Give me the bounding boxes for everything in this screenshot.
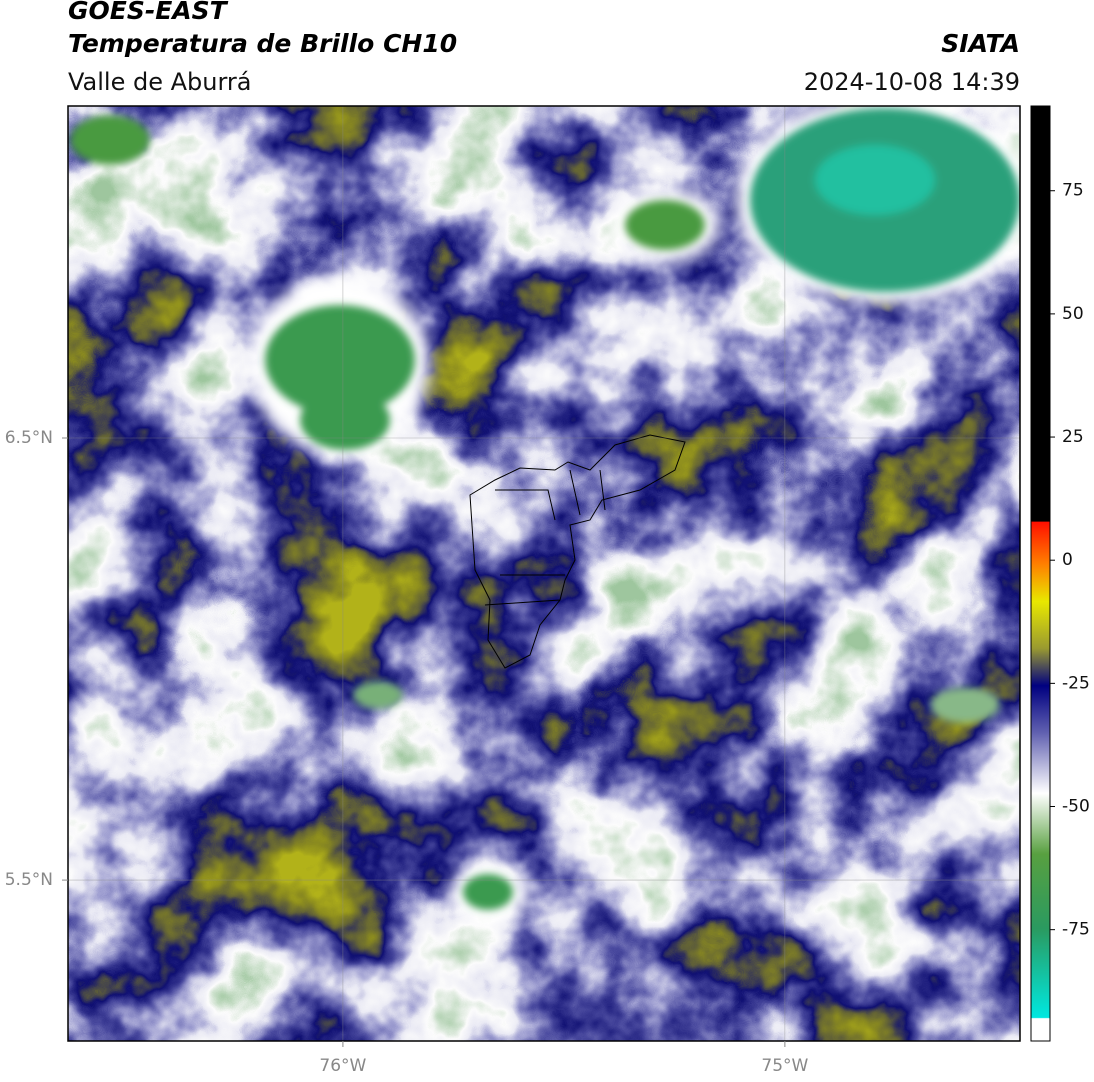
colorbar-tick-label: -50 (1062, 797, 1090, 817)
source: SIATA (941, 29, 1020, 58)
y-tick-label: 5.5°N (5, 870, 53, 890)
colorbar-tick-label: -75 (1062, 920, 1090, 940)
region: Valle de Aburrá (68, 68, 252, 96)
colorbar-tick-label: 25 (1062, 427, 1084, 447)
grid (68, 106, 1020, 1041)
valley-outline (469, 434, 686, 669)
colorbar-tick-label: -25 (1062, 673, 1090, 693)
colorbar (1030, 105, 1051, 1042)
colorbar-tick-label: 0 (1062, 550, 1073, 570)
x-tick-label: 76°W (319, 1056, 366, 1076)
map-frame (67, 105, 1021, 1042)
datetime: 2024-10-08 14:39 (804, 68, 1020, 96)
y-tick-label: 6.5°N (5, 428, 53, 448)
colorbar-tick-label: 50 (1062, 304, 1084, 324)
x-tick-label: 75°W (761, 1056, 808, 1076)
subtitle: Temperatura de Brillo CH10 (68, 29, 457, 58)
title: GOES-EAST (68, 0, 229, 25)
satellite-image (68, 106, 1020, 1041)
colorbar-tick-label: 75 (1062, 181, 1084, 201)
